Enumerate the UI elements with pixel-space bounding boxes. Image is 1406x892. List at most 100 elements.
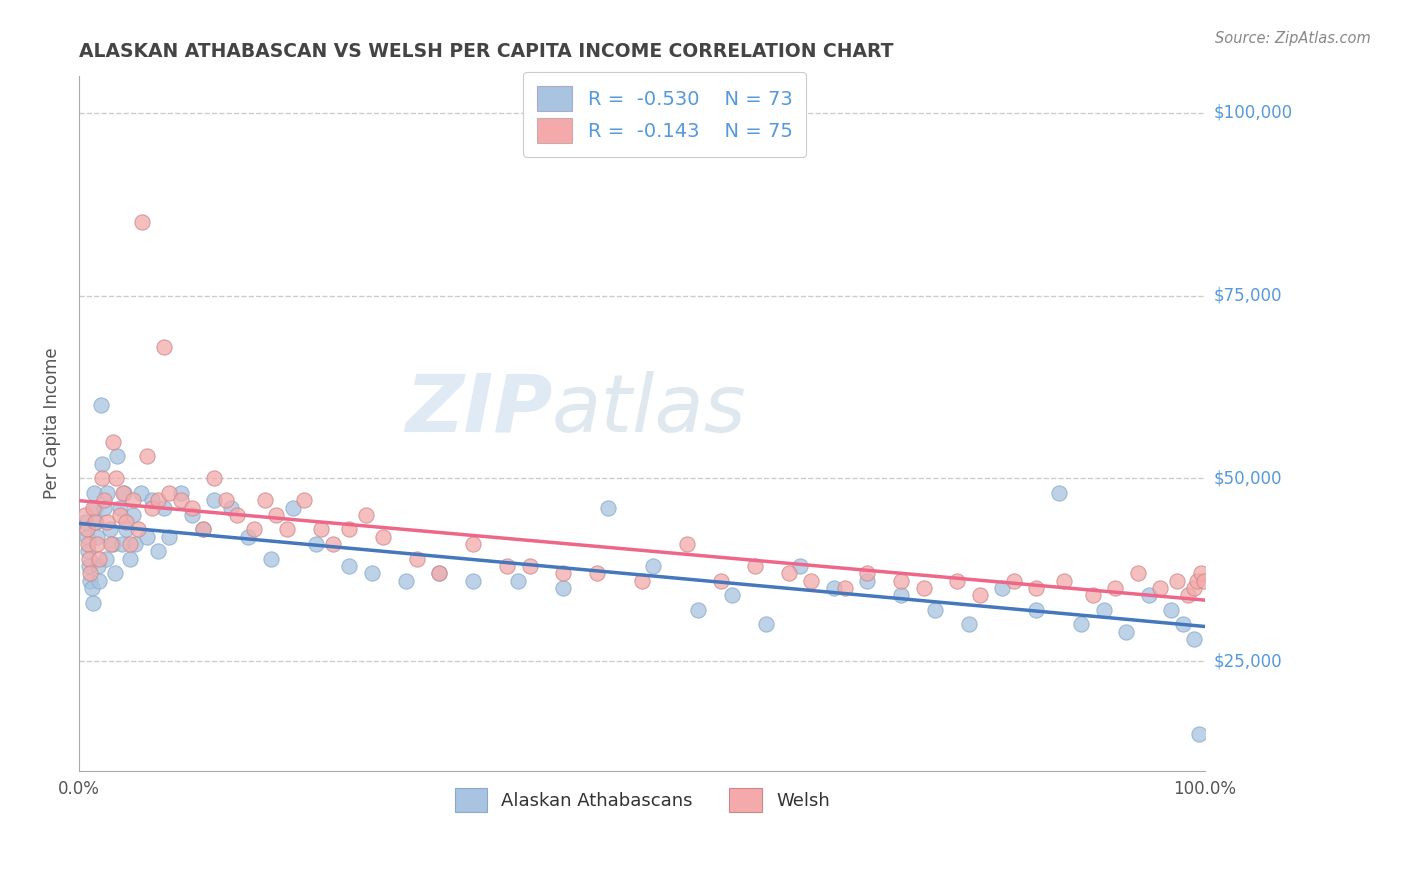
Point (276, 523, 298, 537)
Point (1177, 588, 1199, 602)
Point (957, 617, 980, 632)
Point (1002, 574, 1025, 588)
Point (969, 588, 991, 602)
Point (131, 215, 153, 229)
Point (991, 581, 1014, 595)
Point (96, 551, 118, 566)
Point (202, 493, 225, 508)
Point (146, 493, 169, 508)
Point (721, 588, 744, 602)
Point (823, 581, 845, 595)
Point (281, 500, 304, 515)
Point (1160, 603, 1182, 617)
Point (1025, 581, 1047, 595)
Text: ZIP: ZIP (405, 370, 553, 449)
Point (463, 574, 485, 588)
Point (339, 523, 361, 537)
Point (79, 559, 101, 574)
Point (800, 574, 823, 588)
Point (1182, 632, 1205, 646)
Point (553, 566, 575, 581)
Text: ALASKAN ATHABASCAN VS WELSH PER CAPITA INCOME CORRELATION CHART: ALASKAN ATHABASCAN VS WELSH PER CAPITA I… (79, 42, 894, 61)
Point (169, 486, 191, 500)
Point (79, 566, 101, 581)
Text: $50,000: $50,000 (1213, 469, 1282, 487)
Point (96, 515, 118, 529)
Legend: Alaskan Athabascans, Welsh: Alaskan Athabascans, Welsh (441, 776, 842, 824)
Point (1081, 588, 1104, 602)
Point (1047, 486, 1070, 500)
Point (180, 500, 202, 515)
Point (122, 493, 145, 508)
Point (108, 508, 131, 522)
Point (789, 559, 811, 574)
Text: $25,000: $25,000 (1213, 652, 1282, 670)
Point (236, 530, 259, 544)
Point (710, 574, 733, 588)
Point (1171, 617, 1194, 632)
Point (373, 530, 395, 544)
Point (429, 566, 451, 581)
Point (84, 515, 107, 529)
Point (152, 500, 174, 515)
Point (111, 537, 134, 551)
Point (86, 537, 108, 551)
Point (912, 581, 935, 595)
Point (219, 500, 242, 515)
Point (946, 574, 969, 588)
Point (84, 515, 107, 529)
Point (115, 515, 138, 529)
Point (157, 530, 180, 544)
Point (309, 523, 332, 537)
Point (429, 566, 451, 581)
Point (76, 530, 98, 544)
Point (73, 508, 96, 522)
Y-axis label: Per Capita Income: Per Capita Income (44, 348, 60, 500)
Point (82, 596, 104, 610)
Point (77, 544, 100, 558)
Point (169, 493, 191, 508)
Point (1182, 581, 1205, 595)
Point (118, 551, 141, 566)
Point (1092, 603, 1115, 617)
Point (856, 566, 879, 581)
Point (778, 566, 800, 581)
Point (115, 523, 138, 537)
Point (924, 603, 946, 617)
Point (89, 574, 111, 588)
Point (90, 398, 112, 412)
Text: Source: ZipAtlas.com: Source: ZipAtlas.com (1215, 31, 1371, 46)
Point (80, 581, 103, 595)
Point (180, 508, 202, 522)
Point (242, 523, 264, 537)
Point (93, 500, 115, 515)
Point (395, 574, 418, 588)
Point (214, 493, 236, 508)
Point (856, 574, 879, 588)
Point (406, 551, 429, 566)
Point (339, 559, 361, 574)
Point (508, 574, 530, 588)
Point (463, 537, 485, 551)
Point (264, 508, 287, 522)
Point (122, 508, 145, 522)
Point (105, 471, 128, 485)
Point (1104, 581, 1126, 595)
Point (77, 537, 100, 551)
Point (101, 434, 124, 449)
Text: $100,000: $100,000 (1213, 103, 1292, 121)
Point (1053, 574, 1076, 588)
Point (304, 537, 326, 551)
Point (118, 537, 141, 551)
Point (93, 493, 115, 508)
Point (76, 523, 98, 537)
Point (519, 559, 541, 574)
Point (86, 530, 108, 544)
Point (89, 551, 111, 566)
Point (253, 493, 276, 508)
Point (90, 457, 112, 471)
Point (141, 500, 163, 515)
Point (112, 486, 135, 500)
Point (890, 574, 912, 588)
Point (1188, 727, 1211, 741)
